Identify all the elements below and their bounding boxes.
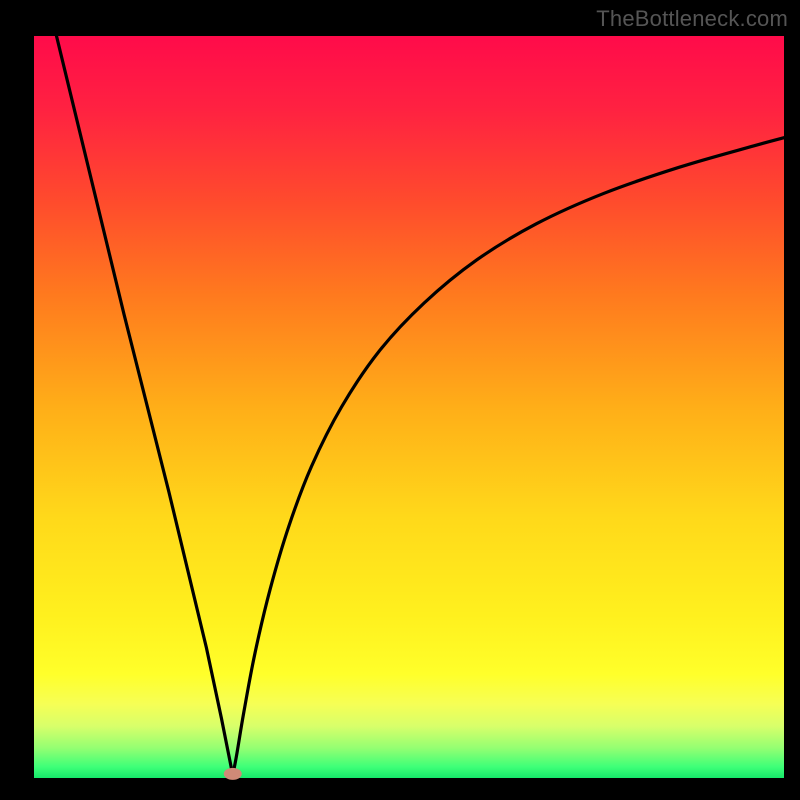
optimal-point-marker xyxy=(224,768,242,780)
bottleneck-curve-chart xyxy=(0,0,800,800)
chart-container: TheBottleneck.com xyxy=(0,0,800,800)
watermark-text: TheBottleneck.com xyxy=(596,6,788,32)
